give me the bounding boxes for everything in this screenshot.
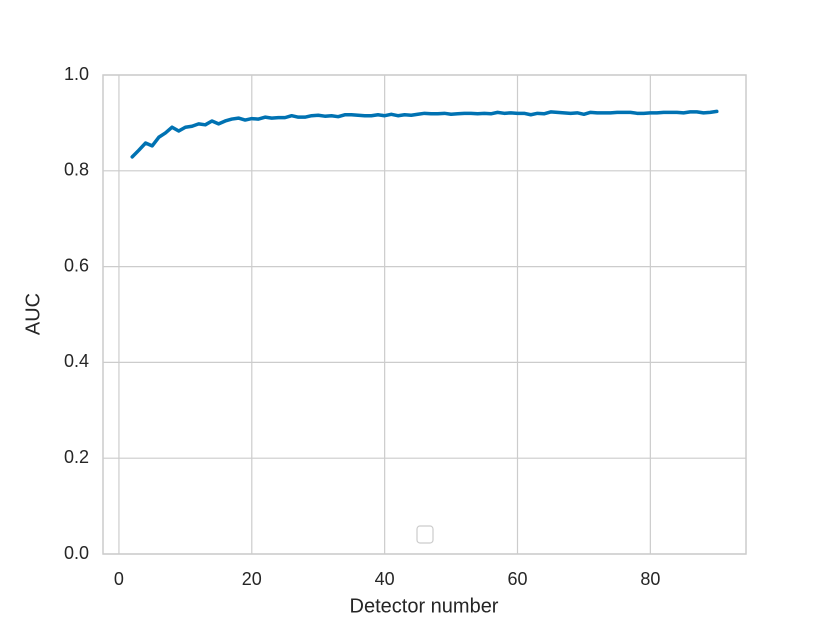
- y-tick-label: 1.0: [64, 64, 89, 84]
- y-tick-label: 0.4: [64, 351, 89, 371]
- data-line: [130, 109, 719, 159]
- x-tick-label: 20: [242, 569, 262, 589]
- y-tick-label: 0.8: [64, 160, 89, 180]
- y-axis-label: AUC: [22, 293, 44, 335]
- y-tick-label: 0.0: [64, 543, 89, 563]
- x-tick-label: 40: [375, 569, 395, 589]
- y-tick-label: 0.2: [64, 447, 89, 467]
- x-axis-label: Detector number: [350, 595, 499, 617]
- x-tick-label: 80: [640, 569, 660, 589]
- legend-box: [416, 525, 434, 544]
- x-tick-label: 60: [507, 569, 527, 589]
- plot-frame: [102, 74, 747, 555]
- y-tick-label: 0.6: [64, 255, 89, 275]
- x-tick-label: 0: [114, 569, 124, 589]
